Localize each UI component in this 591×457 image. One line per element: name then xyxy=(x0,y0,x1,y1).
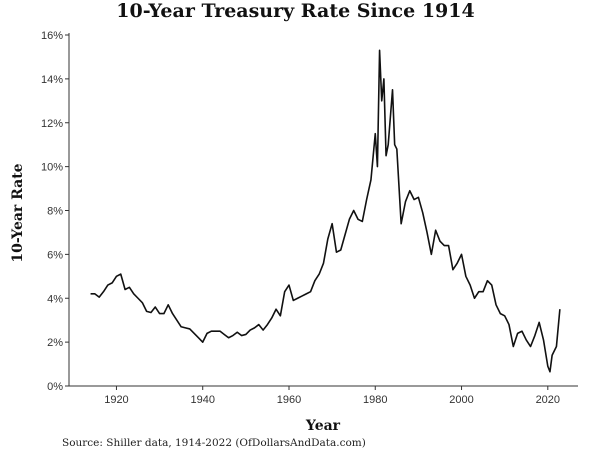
y-tick-label: 2% xyxy=(47,337,63,349)
y-axis-label: 10-Year Rate xyxy=(10,163,26,262)
source-note: Source: Shiller data, 1914-2022 (OfDolla… xyxy=(62,437,366,449)
y-tick-label: 6% xyxy=(47,249,63,261)
y-tick-label: 10% xyxy=(41,162,63,174)
x-axis-label: Year xyxy=(305,418,341,434)
x-tick-label: 2000 xyxy=(449,394,473,406)
rate-line xyxy=(90,49,561,373)
x-tick-label: 1940 xyxy=(190,394,214,406)
y-tick-label: 16% xyxy=(41,30,63,42)
series-group xyxy=(90,49,561,373)
x-tick-label: 1980 xyxy=(363,394,387,406)
y-tick-label: 4% xyxy=(47,293,63,305)
y-axis: 0% 2% 4% 6% 8% 10% 12% 14% 16% xyxy=(41,30,70,393)
y-tick-label: 12% xyxy=(41,118,63,130)
x-axis: 1920 1940 1960 1980 2000 2020 xyxy=(69,385,578,406)
y-tick-label: 14% xyxy=(41,74,63,86)
x-tick-label: 1960 xyxy=(277,394,301,406)
chart-title: 10-Year Treasury Rate Since 1914 xyxy=(116,0,475,22)
x-tick-label: 1920 xyxy=(104,394,128,406)
x-tick-label: 2020 xyxy=(536,394,560,406)
y-tick-label: 0% xyxy=(47,381,63,393)
y-tick-label: 8% xyxy=(47,206,63,218)
